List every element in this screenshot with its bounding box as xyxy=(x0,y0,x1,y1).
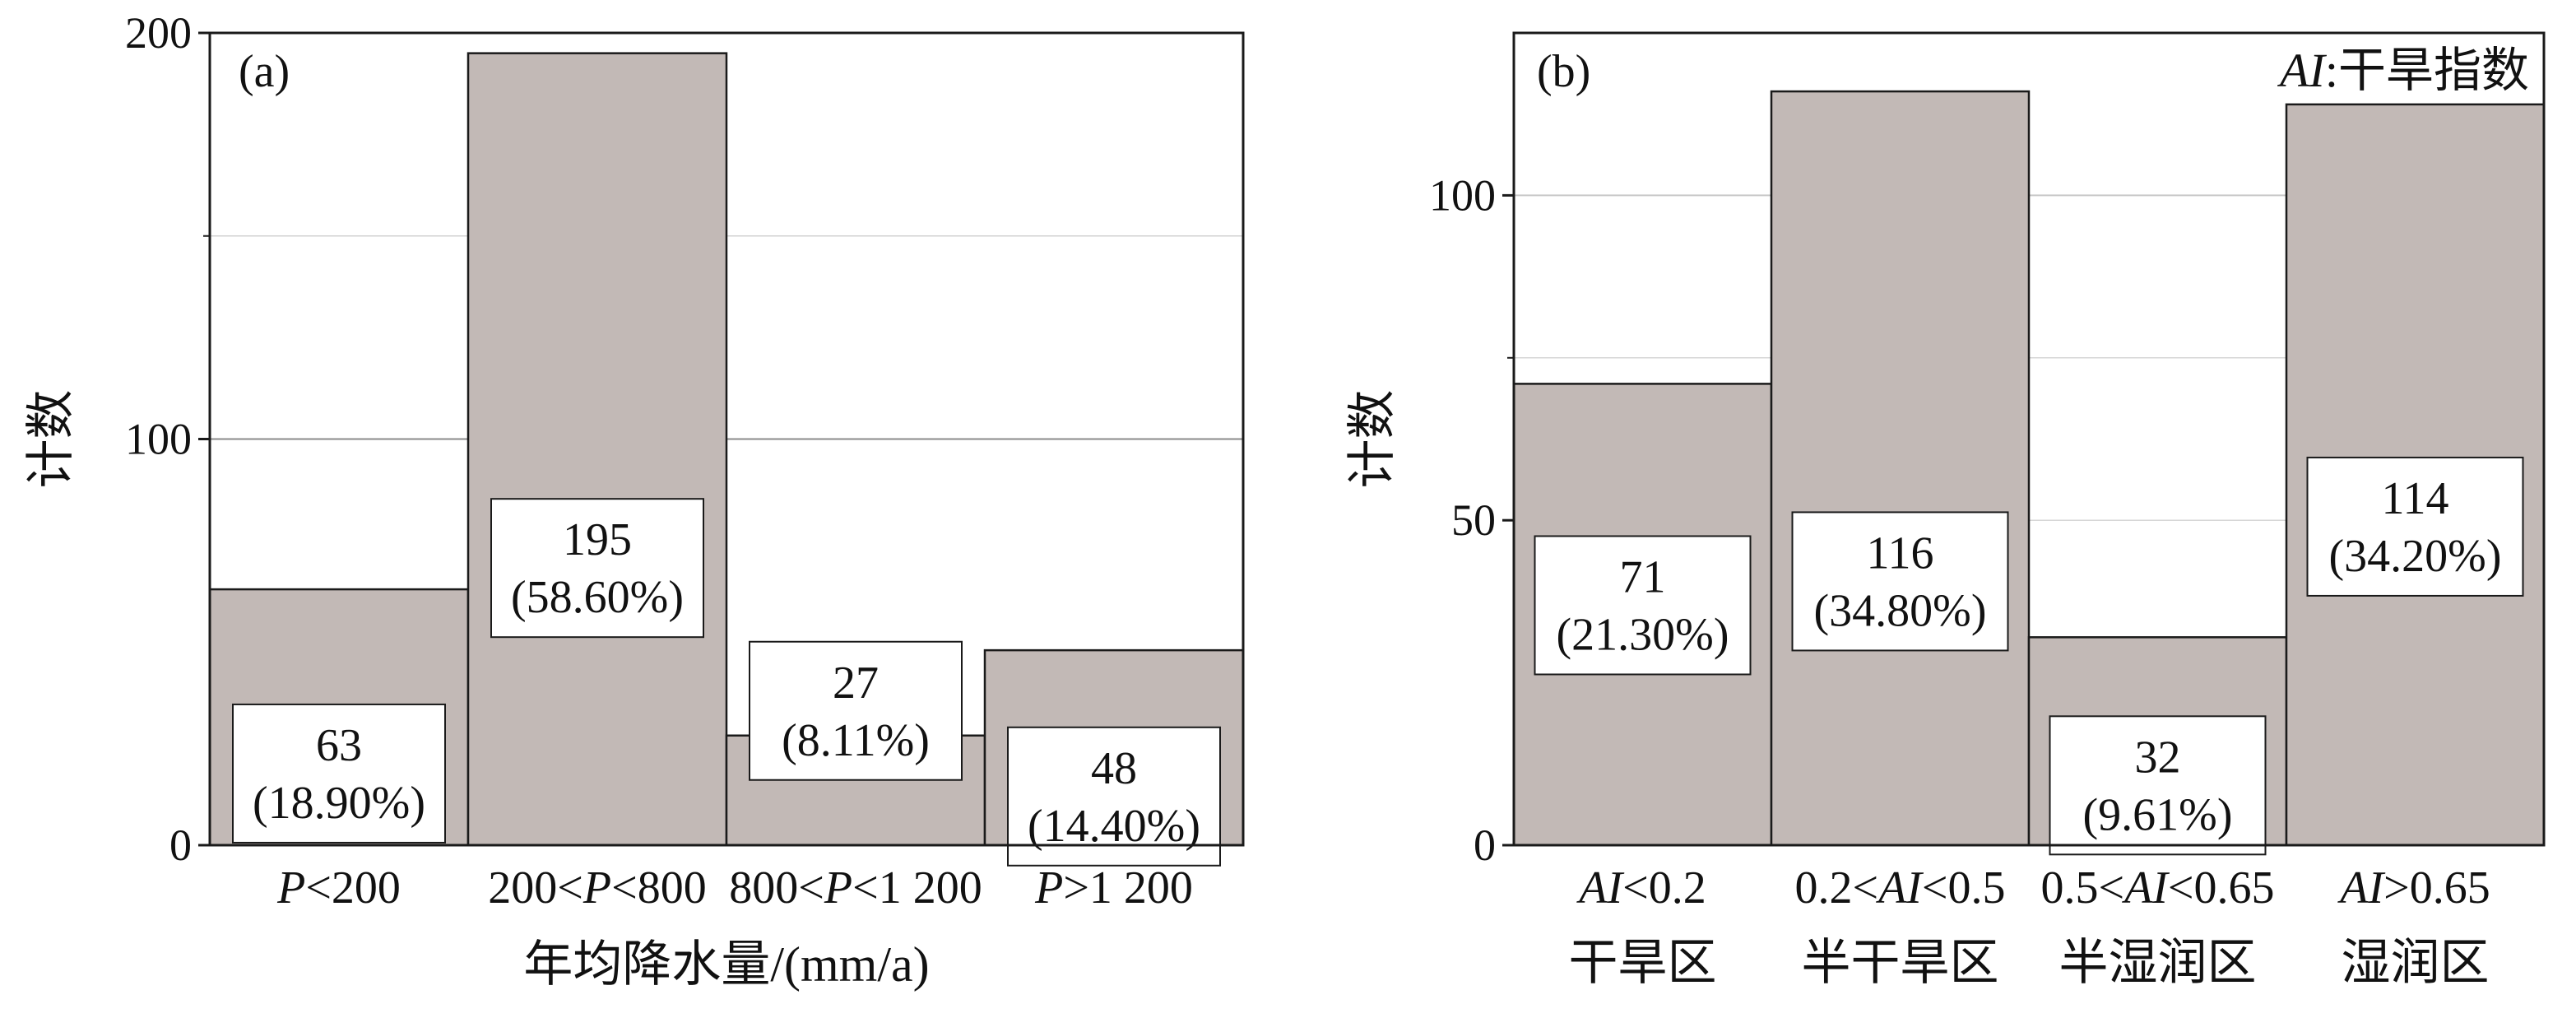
bar-percent-label: (14.40%) xyxy=(1028,801,1200,852)
bar-value-label: 116 xyxy=(1867,528,1934,579)
x-tick-label: AI<0.2 xyxy=(1576,862,1706,913)
y-tick-label: 100 xyxy=(125,415,192,464)
bar-value-label: 63 xyxy=(316,720,362,771)
y-tick-label: 100 xyxy=(1429,170,1496,220)
x-tick-label: P>1 200 xyxy=(1034,862,1193,913)
data-label-box xyxy=(1791,511,2009,652)
bar-value-label: 48 xyxy=(1091,743,1137,794)
panel-b: 71 (21.30%) 116 (34.80%) 32 (9.61%) 114 (34.20%… xyxy=(1345,31,2546,990)
x-axis-label: 年均降水量/(mm/a) xyxy=(523,937,929,992)
data-label-box xyxy=(1007,726,1221,867)
panel-tag: (b) xyxy=(1537,46,1590,97)
x-tick-sublabel: 干旱区 xyxy=(1569,936,1717,990)
plot-frame xyxy=(1512,31,2546,847)
bar xyxy=(1770,90,2031,847)
bar-value-label: 195 xyxy=(563,514,632,565)
x-tick-label: 800<P<1 200 xyxy=(729,862,982,913)
bar-value-label: 32 xyxy=(2135,732,2181,783)
bar-percent-label: (9.61%) xyxy=(2083,789,2233,840)
bar-percent-label: (18.90%) xyxy=(253,778,425,829)
data-label-box xyxy=(490,498,704,639)
bar-percent-label: (34.80%) xyxy=(1814,585,1987,636)
x-tick-label: 0.2<AI<0.5 xyxy=(1794,862,2005,913)
data-label-box xyxy=(749,640,963,781)
bar-percent-label: (34.20%) xyxy=(2329,531,2502,582)
y-axis-label: 计数 xyxy=(24,390,78,489)
y-tick-label: 200 xyxy=(125,8,192,58)
panel-tag: (a) xyxy=(239,46,290,97)
bar-value-label: 114 xyxy=(2382,473,2449,524)
bar-value-label: 71 xyxy=(1620,551,1666,602)
x-tick-label: 200<P<800 xyxy=(488,862,706,913)
x-tick-label: P<200 xyxy=(276,862,401,913)
y-tick-label: 0 xyxy=(169,820,192,870)
bar-percent-label: (8.11%) xyxy=(782,715,930,766)
data-label-box xyxy=(2049,715,2267,856)
y-axis-label: 计数 xyxy=(1345,390,1399,489)
bar-value-label: 27 xyxy=(833,658,879,709)
y-tick-label: 0 xyxy=(1474,820,1496,870)
y-tick-label: 50 xyxy=(1451,495,1496,545)
x-tick-label: AI>0.65 xyxy=(2337,862,2490,913)
x-tick-sublabel: 半湿润区 xyxy=(2059,936,2257,990)
x-tick-sublabel: 湿润区 xyxy=(2342,936,2490,990)
data-label-box xyxy=(1534,535,1752,676)
bar xyxy=(466,52,728,847)
x-tick-sublabel: 半干旱区 xyxy=(1802,936,1999,990)
bar-percent-label: (21.30%) xyxy=(1557,609,1729,660)
data-label-box xyxy=(232,703,446,844)
legend-note: AI:干旱指数 xyxy=(2277,44,2529,97)
x-tick-label: 0.5<AI<0.65 xyxy=(2040,862,2274,913)
panel-a: 63 (18.90%) 195 (58.60%) 27 (8.11%) 48 (14.40%)… xyxy=(24,8,1245,992)
data-label-box xyxy=(2306,456,2524,597)
bar-percent-label: (58.60%) xyxy=(511,572,684,623)
